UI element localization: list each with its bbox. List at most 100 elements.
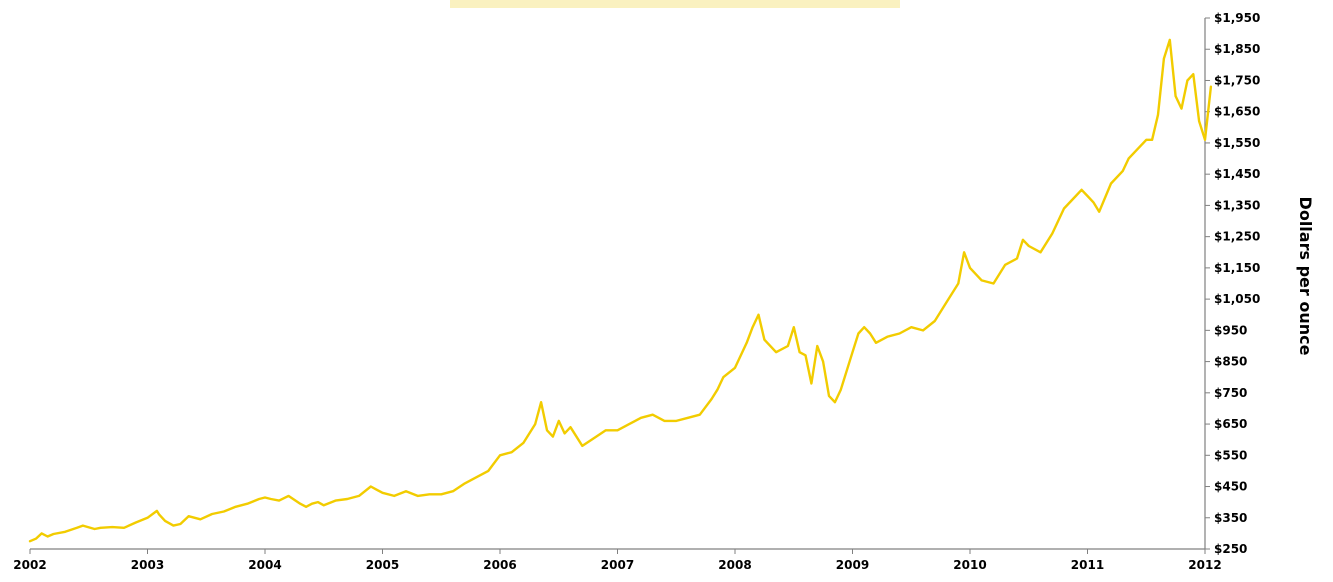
x-tick-label: 2012: [1188, 558, 1221, 572]
data-point: [886, 335, 889, 338]
data-point: [346, 498, 349, 500]
data-point: [311, 502, 313, 505]
data-point: [922, 329, 924, 332]
y-tick-label: $550: [1214, 448, 1247, 462]
data-point: [1121, 170, 1124, 172]
data-point: [969, 266, 971, 269]
data-point: [698, 413, 701, 416]
data-point: [910, 326, 913, 329]
data-point: [869, 332, 872, 335]
series-layer: [28, 38, 1213, 543]
data-point: [278, 499, 280, 502]
data-point: [211, 513, 214, 515]
data-point: [828, 395, 830, 397]
data-point: [557, 420, 560, 422]
y-tick-label: $1,750: [1214, 73, 1260, 87]
data-point: [1004, 263, 1007, 266]
data-point: [134, 521, 137, 524]
x-tick-label: 2011: [1071, 558, 1104, 572]
data-point: [1016, 257, 1018, 260]
data-point: [722, 376, 725, 379]
data-point: [64, 530, 67, 533]
data-point: [375, 488, 378, 491]
data-point: [1151, 138, 1154, 141]
data-point: [1198, 120, 1201, 122]
data-point: [93, 528, 96, 530]
data-point: [581, 445, 584, 447]
data-point: [898, 332, 901, 335]
data-point: [222, 510, 225, 513]
x-tick-label: 2008: [718, 558, 751, 572]
data-point: [992, 282, 995, 285]
data-point: [146, 516, 149, 519]
y-tick-label: $850: [1214, 355, 1247, 369]
data-point: [264, 496, 266, 499]
x-tick-label: 2002: [13, 558, 46, 572]
data-point: [305, 505, 308, 508]
x-tick-label: 2010: [953, 558, 986, 572]
axes: [29, 17, 1210, 554]
data-point: [1209, 85, 1212, 88]
data-point: [487, 470, 490, 472]
y-tick-label: $1,150: [1214, 261, 1260, 275]
y-tick-label: $750: [1214, 386, 1247, 400]
x-tick-label: 2003: [131, 558, 164, 572]
data-point: [510, 451, 513, 454]
data-point: [822, 360, 825, 363]
data-point: [945, 301, 948, 304]
y-tick-label: $350: [1214, 511, 1247, 525]
data-point: [628, 423, 631, 425]
data-point: [187, 515, 190, 518]
data-point: [616, 429, 619, 432]
data-point: [52, 533, 55, 535]
data-point: [833, 401, 836, 404]
data-point: [1192, 73, 1195, 76]
data-point: [287, 495, 290, 497]
data-point: [804, 354, 807, 357]
data-point: [179, 523, 182, 525]
data-point: [269, 498, 272, 500]
data-point: [76, 526, 78, 529]
data-point: [316, 501, 319, 504]
y-axis-title: Dollars per ounce: [1296, 197, 1315, 356]
data-point: [1027, 245, 1030, 247]
x-tick-label: 2004: [248, 558, 281, 572]
data-point: [604, 429, 607, 432]
data-point: [663, 420, 666, 422]
data-point: [299, 502, 302, 505]
data-point: [851, 351, 854, 354]
data-point: [381, 491, 384, 494]
data-point: [1174, 95, 1177, 97]
y-tick-label: $250: [1214, 542, 1247, 556]
y-tick-label: $1,450: [1214, 167, 1260, 181]
data-point: [111, 526, 114, 529]
x-tick-label: 2006: [483, 558, 516, 572]
data-point: [810, 382, 813, 385]
data-point: [751, 326, 754, 329]
data-point: [963, 251, 966, 254]
data-point: [775, 351, 778, 354]
data-point: [687, 416, 689, 419]
data-point: [81, 524, 84, 527]
x-tick-label: 2009: [836, 558, 869, 572]
data-point: [369, 485, 372, 488]
price-series-line: [28, 38, 1213, 543]
data-point: [29, 540, 31, 543]
data-point: [358, 495, 360, 497]
data-point: [763, 338, 766, 341]
data-point: [46, 535, 49, 538]
data-point: [1063, 207, 1065, 210]
data-point: [1092, 201, 1095, 204]
tick-labels: 2002 2003 2004 2005 2006 2007 2008 2009 2010 2011…: [13, 11, 1260, 572]
data-point: [1021, 238, 1024, 241]
y-tick-label: $1,050: [1214, 292, 1260, 306]
data-point: [234, 505, 237, 508]
data-point: [710, 398, 713, 400]
data-point: [675, 420, 678, 422]
data-point: [1074, 195, 1077, 197]
data-point: [1204, 138, 1206, 141]
data-point: [857, 332, 860, 335]
data-point: [875, 341, 877, 344]
data-point: [1157, 113, 1159, 116]
